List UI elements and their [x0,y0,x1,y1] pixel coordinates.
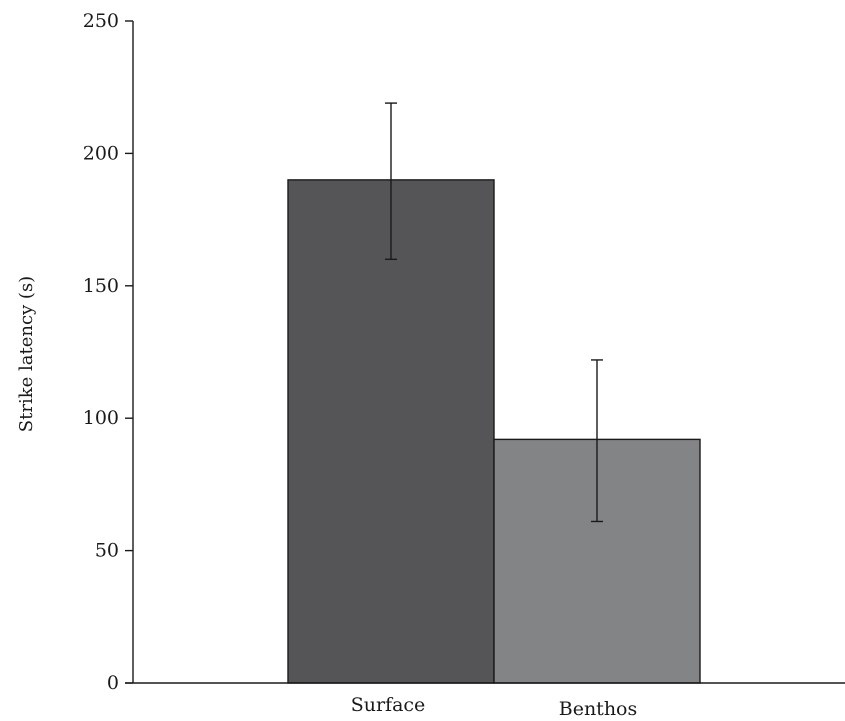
error-bars [385,102,603,523]
x-tick-label-benthos: Benthos [559,698,638,720]
bar-surface [287,179,495,684]
y-axis-ticks: 0 50 100 150 200 250 [83,10,133,694]
x-tick-label-surface: Surface [351,694,426,716]
y-tick-label: 0 [107,672,119,694]
y-tick-label: 50 [95,540,119,562]
y-tick-label: 100 [83,407,119,429]
y-axis-title: Strike latency (s) [16,276,37,432]
bars [287,179,701,684]
y-tick-label: 150 [83,275,119,297]
y-tick-label: 250 [83,10,119,32]
y-tick-label: 200 [83,142,119,164]
x-axis-tick-labels: Surface Benthos [351,694,638,720]
